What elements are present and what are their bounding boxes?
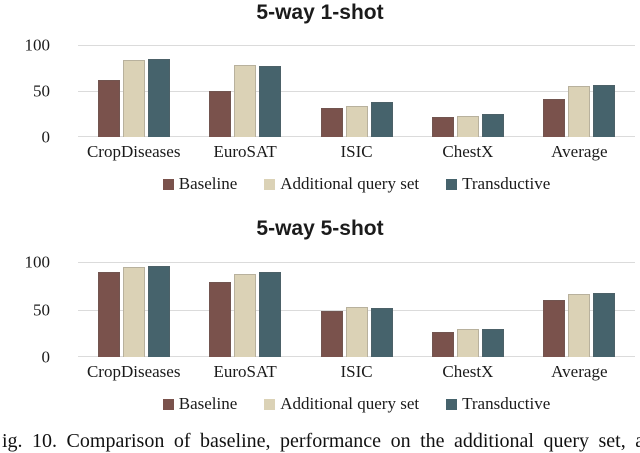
- legend-item: Baseline: [162, 174, 238, 194]
- y-axis-tick-label: 100: [24, 252, 51, 272]
- y-axis: 0 50 100: [0, 37, 64, 146]
- category-label: CropDiseases: [86, 362, 181, 381]
- bar: [568, 86, 591, 137]
- bar: [320, 108, 343, 137]
- y-axis: 0 50 100: [0, 254, 64, 366]
- legend: Baseline Additional query set Transductive: [78, 394, 635, 414]
- legend-swatch-icon: [264, 178, 276, 190]
- gridline-100: [78, 262, 635, 263]
- bar: [259, 272, 282, 357]
- bar: [147, 58, 170, 137]
- bar: [593, 85, 616, 137]
- legend: Baseline Additional query set Transductive: [78, 174, 635, 194]
- legend-swatch-icon: [446, 398, 458, 410]
- bar: [568, 294, 591, 357]
- gridline-100: [78, 45, 635, 46]
- bar: [593, 293, 616, 357]
- legend-item: Transductive: [446, 174, 550, 194]
- bar-group-cropdiseases: [78, 45, 189, 137]
- bar: [122, 266, 145, 357]
- category-label: ISIC: [340, 362, 373, 381]
- bar-group-chestx: [412, 262, 523, 357]
- bar: [345, 306, 368, 357]
- bar-group-eurosat: [189, 262, 300, 357]
- legend-item: Additional query set: [264, 394, 419, 414]
- bar-group-average: [524, 45, 635, 137]
- bar-chart-5way-1shot: 5-way 1-shot 0 50 100 CropDiseases EuroSAT I…: [0, 0, 640, 216]
- category-label: EuroSAT: [213, 142, 277, 161]
- bar-group-isic: [301, 45, 412, 137]
- legend-label: Transductive: [462, 174, 551, 193]
- legend-swatch-icon: [446, 178, 458, 190]
- legend-swatch-icon: [162, 398, 174, 410]
- legend-item: Additional query set: [264, 174, 419, 194]
- bar: [97, 79, 120, 137]
- legend-swatch-icon: [264, 398, 276, 410]
- category-label: ChestX: [442, 142, 494, 161]
- y-axis-tick-label: 100: [24, 35, 51, 55]
- y-axis-tick-label: 50: [33, 300, 50, 319]
- bar: [370, 102, 393, 137]
- bar: [320, 311, 343, 357]
- bar-group-eurosat: [189, 45, 300, 137]
- legend-label: Additional query set: [280, 174, 420, 193]
- bar-groups: [78, 262, 635, 357]
- bar: [481, 114, 504, 137]
- bar: [543, 99, 566, 137]
- bar: [481, 329, 504, 357]
- figure-caption: ig. 10. Comparison of baseline, performa…: [2, 430, 640, 452]
- plot-area: [78, 45, 635, 137]
- y-axis-tick-label: 0: [41, 347, 51, 367]
- x-axis-labels: CropDiseases EuroSAT ISIC ChestX Average: [78, 142, 635, 162]
- bar: [234, 274, 257, 357]
- chart-title: 5-way 5-shot: [256, 217, 384, 240]
- legend-label: Baseline: [178, 394, 238, 413]
- legend-label: Transductive: [462, 394, 551, 413]
- bar: [259, 66, 282, 137]
- bar: [431, 332, 454, 357]
- bar: [122, 59, 145, 137]
- legend-swatch-icon: [162, 178, 174, 190]
- bar: [147, 265, 170, 357]
- plot-area: [78, 262, 635, 357]
- bar-chart-5way-5shot: 5-way 5-shot 0 50 100 CropDiseases EuroSAT I…: [0, 216, 640, 432]
- bar: [543, 300, 566, 357]
- x-axis-labels: CropDiseases EuroSAT ISIC ChestX Average: [78, 362, 635, 382]
- chart-title: 5-way 1-shot: [256, 1, 384, 24]
- category-label: ChestX: [442, 362, 494, 381]
- bar-groups: [78, 45, 635, 137]
- y-axis-tick-label: 0: [41, 127, 51, 147]
- category-label: ISIC: [340, 142, 373, 161]
- bar: [456, 115, 479, 137]
- bar: [97, 272, 120, 357]
- gridline-50: [78, 91, 635, 92]
- legend-label: Additional query set: [280, 394, 420, 413]
- bar: [209, 281, 232, 357]
- bar: [370, 307, 393, 357]
- legend-item: Baseline: [162, 394, 238, 414]
- bar: [431, 116, 454, 137]
- legend-item: Transductive: [446, 394, 550, 414]
- bar-group-isic: [301, 262, 412, 357]
- bar-group-cropdiseases: [78, 262, 189, 357]
- bar: [209, 91, 232, 137]
- category-label: Average: [551, 362, 608, 381]
- category-label: Average: [551, 142, 608, 161]
- category-label: CropDiseases: [86, 142, 181, 161]
- legend-label: Baseline: [178, 174, 238, 193]
- bar-group-chestx: [412, 45, 523, 137]
- category-label: EuroSAT: [213, 362, 277, 381]
- y-axis-tick-label: 50: [33, 81, 50, 101]
- bar: [345, 105, 368, 137]
- bar: [456, 328, 479, 357]
- bar: [234, 65, 257, 137]
- bar-group-average: [524, 262, 635, 357]
